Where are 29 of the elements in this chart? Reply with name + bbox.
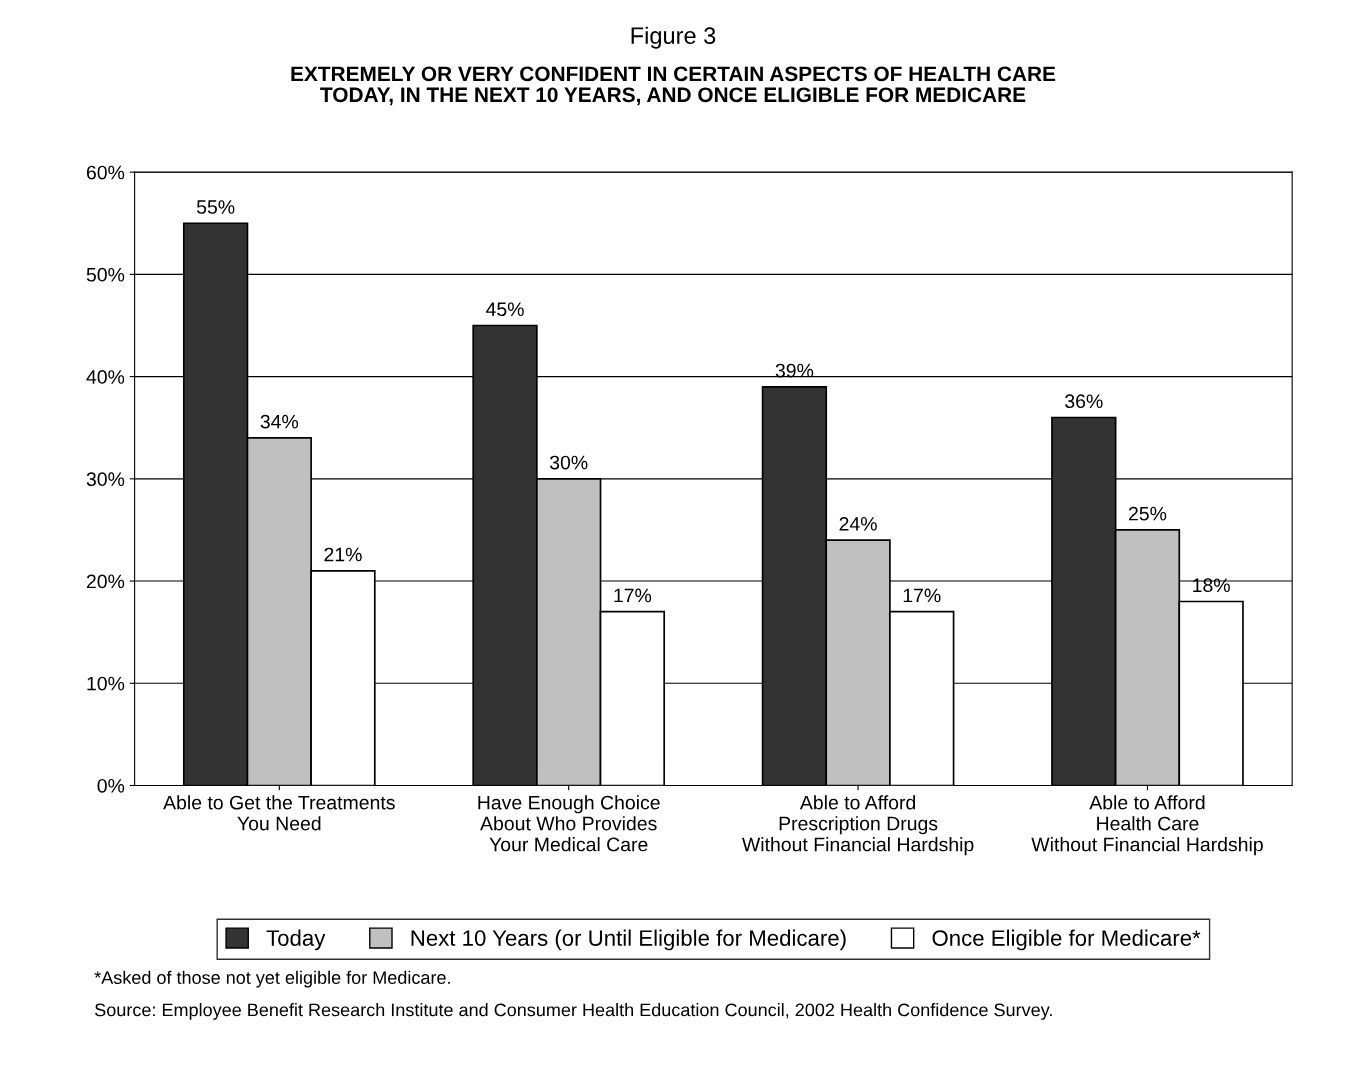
legend-label: Once Eligible for Medicare* — [932, 929, 1201, 951]
x-tick-label: Able to Get the Treatments You Need — [163, 795, 395, 831]
x-tick-label: Able to Afford Prescription Drugs Without Financial Hardship — [741, 795, 974, 856]
data-label: 30% — [549, 455, 588, 470]
y-tick-label: 40% — [86, 370, 125, 384]
text: *Asked of those not yet eligible for Medicare. — [94, 970, 450, 988]
data-label: 36% — [1065, 394, 1103, 409]
y-tick-label: 50% — [86, 267, 125, 282]
legend-label: Today — [266, 929, 326, 951]
data-label: 45% — [486, 302, 524, 317]
y-tick-label: 10% — [87, 676, 125, 691]
y-tick-label: 20% — [86, 574, 125, 589]
chart-subtitle: EXTREMELY OR VERY CONFIDENT IN CERTAIN ASPECTS OF HEALTH CARE TODAY, IN THE NEXT 10 YEARS, AND ONCE ELIGIBLE FOR MEDICARE — [291, 66, 1056, 106]
data-label: 21% — [324, 547, 362, 562]
data-label: 18% — [1193, 578, 1230, 593]
legend-label: Next 10 Years (or Until Eligible for Medicare) — [411, 929, 846, 951]
source-note: Source: Employee Benefit Research Institute and Consumer Health Education Council, 2002 Health Confidence Survey. — [95, 1003, 1052, 1020]
data-label: 17% — [614, 588, 652, 603]
y-tick-label: 0% — [97, 778, 125, 793]
x-tick-label: Able to Afford Health Care Without Financial Hardship — [1031, 795, 1263, 856]
x-tick-label: Have Enough Choice About Who Provides Your Medical Care — [478, 795, 660, 852]
data-label: 34% — [260, 414, 299, 429]
data-label: 17% — [903, 588, 941, 603]
chart-title: Figure 3 — [631, 26, 716, 49]
data-label: 25% — [1128, 506, 1167, 521]
y-tick-label: 30% — [86, 472, 125, 487]
data-label: 55% — [196, 200, 235, 214]
data-label: 24% — [839, 516, 877, 531]
y-tick-label: 60% — [86, 165, 125, 180]
